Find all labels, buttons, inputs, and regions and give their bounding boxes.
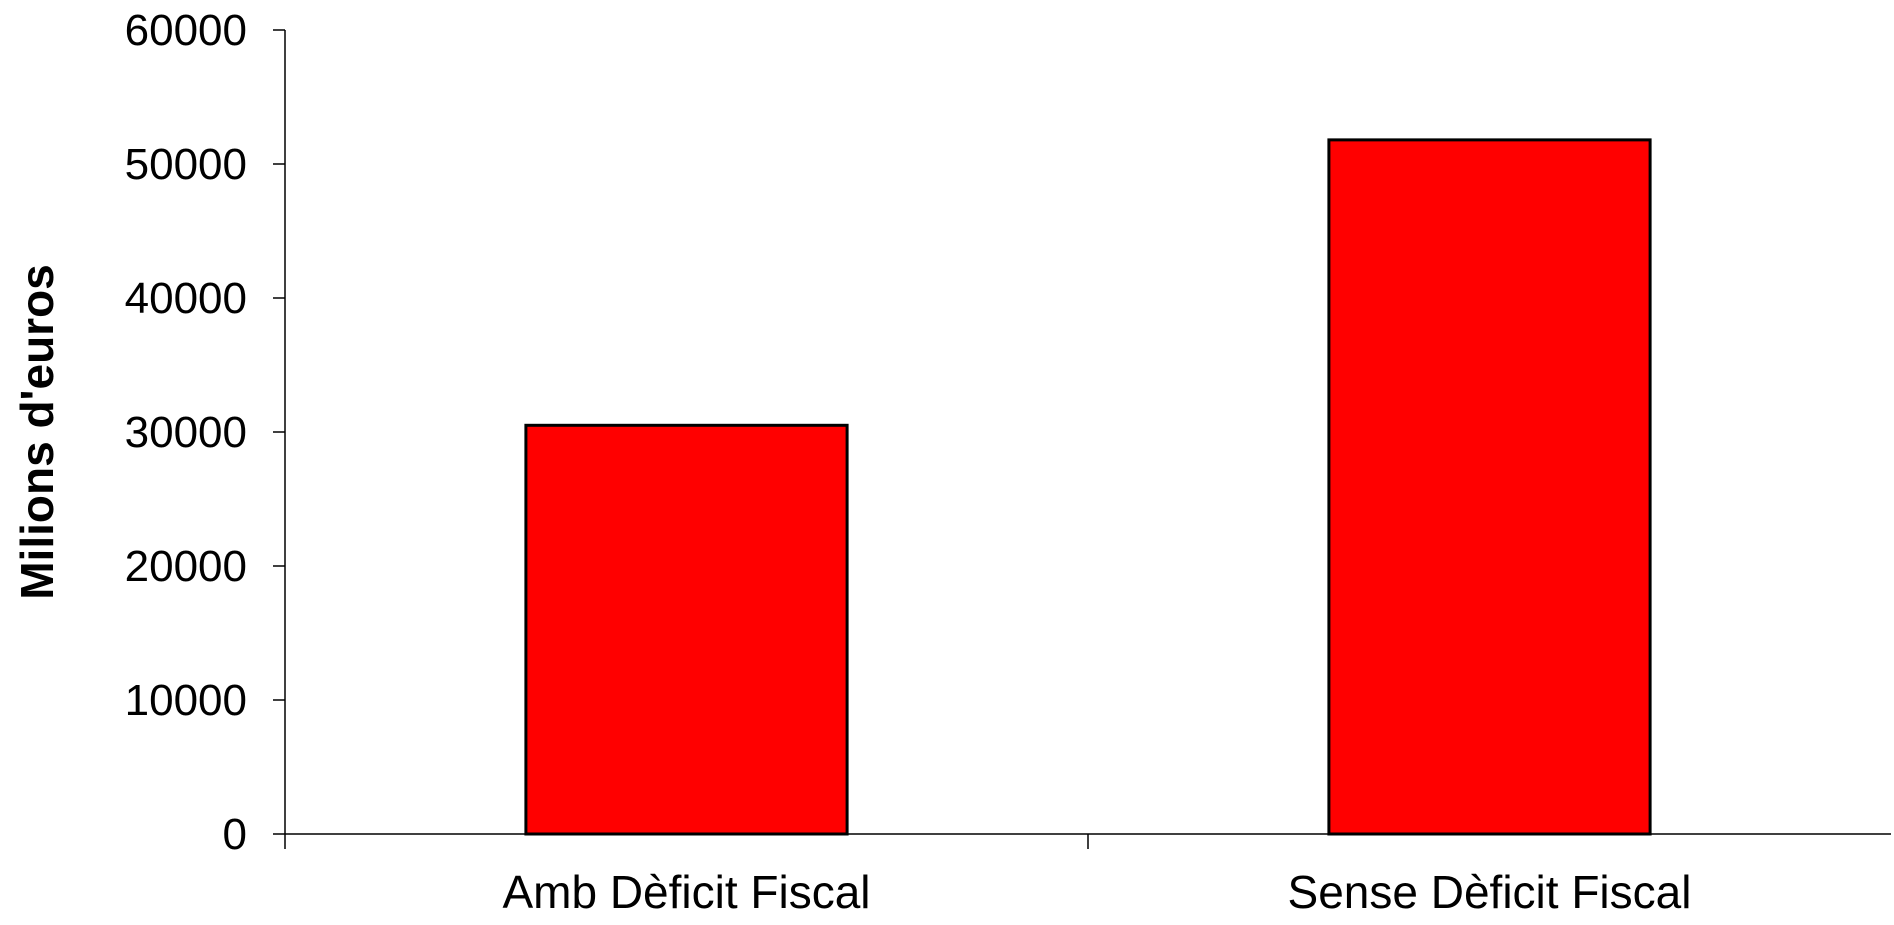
bar — [524, 423, 849, 836]
y-tick-label: 50000 — [125, 140, 247, 189]
y-tick-label: 30000 — [125, 408, 247, 457]
bars — [524, 138, 1652, 836]
y-tick-label: 10000 — [125, 676, 247, 725]
x-category-label: Amb Dèficit Fiscal — [502, 866, 870, 918]
plot-area: 0 10000 20000 30000 40000 50000 60000 Amb Dèfi… — [125, 6, 1891, 918]
y-tick-label: 40000 — [125, 274, 247, 323]
bar — [1327, 138, 1652, 836]
y-tick-label: 60000 — [125, 6, 247, 55]
x-category-labels: Amb Dèficit Fiscal Sense Dèficit Fiscal — [502, 866, 1691, 918]
y-tick-label: 20000 — [125, 542, 247, 591]
y-tick-label: 0 — [223, 810, 247, 859]
x-category-label: Sense Dèficit Fiscal — [1288, 866, 1692, 918]
y-ticks: 0 10000 20000 30000 40000 50000 60000 — [125, 6, 285, 859]
y-axis-title: Milions d'euros — [11, 264, 63, 600]
